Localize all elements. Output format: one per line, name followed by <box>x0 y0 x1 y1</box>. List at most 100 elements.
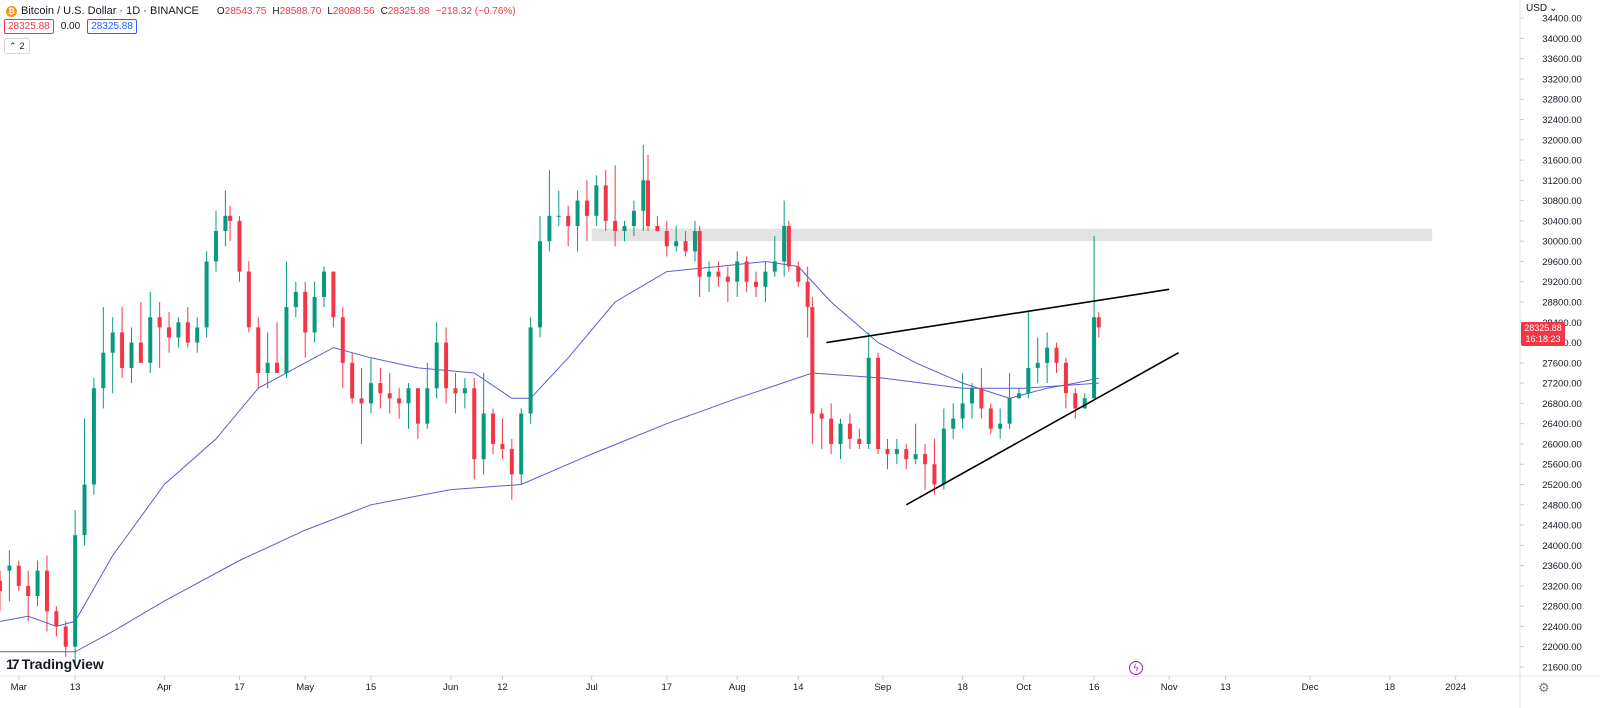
tradingview-logo[interactable]: 17 TradingView <box>6 656 104 672</box>
close-value: 28325.88 <box>387 5 430 17</box>
candle <box>434 322 439 399</box>
candle-body <box>641 180 646 211</box>
x-tick-label: Dec <box>1302 682 1319 693</box>
candle <box>7 550 12 602</box>
candle <box>664 220 669 257</box>
y-tick-label: 23600.00 <box>1542 561 1582 572</box>
candle-body <box>1026 367 1031 394</box>
candle <box>157 302 162 368</box>
candle-body <box>885 449 890 455</box>
candle-body <box>683 241 688 252</box>
lightning-icon[interactable]: ϟ <box>1129 661 1143 675</box>
candle <box>754 271 758 297</box>
candle-body <box>500 443 505 450</box>
candle <box>923 443 928 490</box>
candle <box>415 388 420 439</box>
candle-body <box>481 413 486 460</box>
x-tick-label: 17 <box>234 682 245 693</box>
candle <box>195 317 200 353</box>
candle-body <box>674 241 679 247</box>
candle-body <box>655 225 660 232</box>
candles-layer <box>0 144 1101 667</box>
candle <box>425 362 430 429</box>
candle-body <box>735 261 740 282</box>
y-tick-label: 22800.00 <box>1542 602 1582 613</box>
candle-body <box>167 327 172 338</box>
candle <box>82 418 87 546</box>
candle <box>547 170 552 252</box>
candle <box>913 423 918 465</box>
candle-body <box>0 580 2 591</box>
candle-body <box>692 231 697 252</box>
y-tick-label: 21600.00 <box>1542 663 1582 674</box>
close-label: C <box>380 5 388 17</box>
candle <box>988 403 993 434</box>
candle <box>331 271 336 328</box>
candle <box>73 509 78 667</box>
candle <box>26 570 31 622</box>
candle-body <box>805 281 810 308</box>
candle-body <box>904 449 909 460</box>
quote-row: 28325.88 0.00 28325.88 <box>4 19 137 34</box>
candle-body <box>707 271 712 277</box>
candle <box>838 418 843 460</box>
candle-body <box>340 317 345 363</box>
indicators-count: 2 <box>19 41 25 51</box>
candle-body <box>594 185 599 216</box>
candle <box>110 317 115 394</box>
candle <box>265 332 270 389</box>
candle-body <box>725 276 730 282</box>
candle <box>185 307 190 348</box>
candle-body <box>1092 317 1097 399</box>
indicators-toggle-button[interactable]: ⌃ 2 <box>4 38 30 54</box>
candle-body <box>195 327 200 343</box>
candle-body <box>646 180 650 226</box>
candle-body <box>148 317 153 363</box>
y-tick-label: 32800.00 <box>1542 95 1582 106</box>
x-tick-label: 18 <box>957 682 968 693</box>
x-tick-label: 15 <box>366 682 377 693</box>
y-tick-label: 28800.00 <box>1542 298 1582 309</box>
candle <box>692 220 697 262</box>
candle-body <box>453 388 458 394</box>
candle-body <box>979 388 984 409</box>
candle-body <box>1082 398 1087 409</box>
candle-body <box>951 418 956 429</box>
y-tick-label: 22400.00 <box>1542 622 1582 633</box>
symbol-title[interactable]: Bitcoin / U.S. Dollar · 1D · BINANCE <box>21 5 199 17</box>
last-price-value: 28325.88 <box>1524 323 1562 333</box>
candle-body <box>331 271 336 318</box>
gear-icon[interactable]: ⚙ <box>1538 680 1550 695</box>
candle <box>885 438 890 470</box>
candle-body <box>584 200 589 216</box>
candle <box>500 418 505 460</box>
candle <box>683 231 688 257</box>
y-tick-label: 32000.00 <box>1542 135 1582 146</box>
buy-price-button[interactable]: 28325.88 <box>87 19 137 34</box>
sell-price-button[interactable]: 28325.88 <box>4 19 54 34</box>
x-tick-label: Jun <box>443 682 458 693</box>
trendlines-layer <box>826 288 1179 506</box>
currency-selector[interactable]: USD ⌄ <box>1526 3 1558 14</box>
candle-body <box>894 449 899 455</box>
candle-body <box>1007 398 1012 424</box>
candle-body <box>16 565 21 586</box>
candle-body <box>120 332 125 368</box>
y-tick-label: 29200.00 <box>1542 277 1582 288</box>
candle <box>819 408 824 450</box>
candle-body <box>866 357 871 444</box>
y-tick-label: 25600.00 <box>1542 460 1582 471</box>
y-tick-label: 27600.00 <box>1542 358 1582 369</box>
chevron-icon: ⌃ <box>9 40 17 51</box>
candle-body <box>368 383 373 404</box>
symbol-legend: ₿ Bitcoin / U.S. Dollar · 1D · BINANCE O… <box>6 3 516 19</box>
candle-body <box>1096 317 1101 328</box>
tradingview-mark-icon: 17 <box>6 656 20 672</box>
candle-body <box>603 185 608 221</box>
last-price-tag: 28325.88 16:18:23 <box>1521 322 1565 346</box>
candle-body <box>223 215 228 232</box>
x-tick-label: 17 <box>661 682 672 693</box>
candle-body <box>265 362 270 373</box>
candle <box>0 570 2 612</box>
